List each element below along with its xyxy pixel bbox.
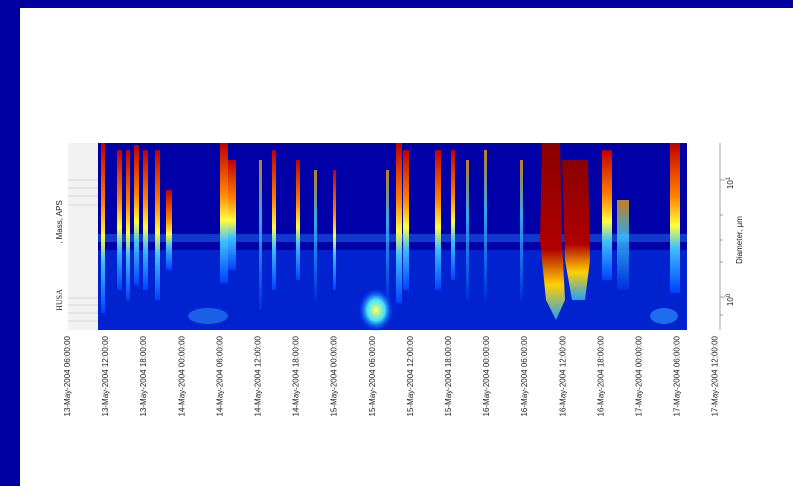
x-tick-label: 17-May-2004 06:00:00 [673, 335, 682, 416]
x-tick-label: 16-May-2004 18:00:00 [596, 335, 605, 416]
x-tick-label: 15-May-2004 00:00:00 [330, 335, 339, 416]
x-tick-label: 15-May-2004 18:00:00 [444, 335, 453, 416]
left-label: HUSA [55, 289, 64, 311]
x-tick-label: 14-May-2004 06:00:00 [215, 335, 224, 416]
x-tick-label: 16-May-2004 12:00:00 [558, 335, 567, 416]
left-label: , Mass, APS [55, 200, 64, 244]
x-tick-label: 17-May-2004 12:00:00 [711, 335, 720, 416]
x-tick-label: 15-May-2004 12:00:00 [406, 335, 415, 416]
x-tick-label: 13-May-2004 06:00:00 [63, 335, 72, 416]
x-tick-label: 14-May-2004 00:00:00 [177, 335, 186, 416]
heatmap [98, 143, 687, 332]
x-tick-label: 17-May-2004 00:00:00 [635, 335, 644, 416]
x-tick-label: 14-May-2004 12:00:00 [254, 335, 263, 416]
x-tick-label: 13-May-2004 18:00:00 [139, 335, 148, 416]
left-strip [68, 143, 98, 330]
tick-base: 10 [726, 297, 735, 306]
tick-exponent: 0 [726, 293, 732, 297]
right-axis [719, 143, 725, 330]
x-tick-label: 13-May-2004 12:00:00 [101, 335, 110, 416]
y-tick-label: 101 [726, 176, 735, 189]
frame-left [0, 0, 20, 486]
x-tick-label: 16-May-2004 00:00:00 [482, 335, 491, 416]
x-tick-label: 14-May-2004 18:00:00 [292, 335, 301, 416]
frame-top [0, 0, 793, 8]
tick-labels: 13-May-2004 06:00:00 13-May-2004 12:00:00… [63, 176, 735, 416]
right-label: Diameter, µm [735, 216, 744, 264]
y-tick-label: 100 [726, 293, 735, 306]
tick-exponent: 1 [726, 176, 732, 180]
x-tick-label: 16-May-2004 06:00:00 [520, 335, 529, 416]
x-tick-label: 15-May-2004 06:00:00 [368, 335, 377, 416]
tick-base: 10 [726, 180, 735, 189]
